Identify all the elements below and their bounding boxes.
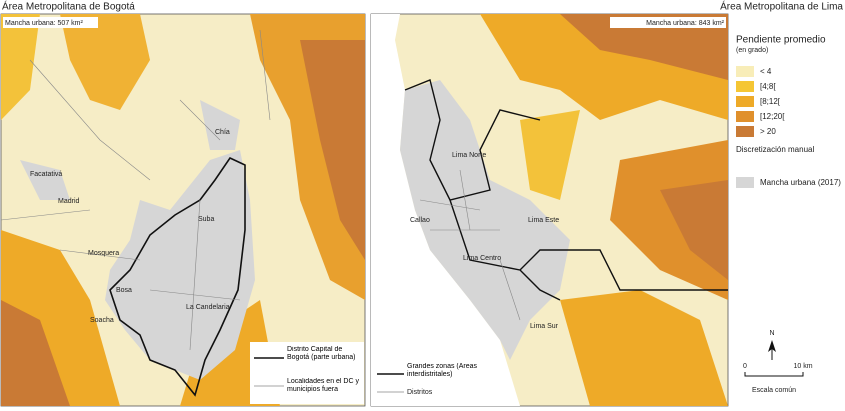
- ocean: [371, 14, 520, 406]
- relief: [520, 110, 580, 200]
- left-title: Área Metropolitana de Bogotá: [2, 0, 135, 13]
- legend-text: Localidades en el DC y municipios fuera: [287, 378, 359, 393]
- urban-box: [3, 17, 98, 28]
- legend-text: Grandes zonas (Áreas interdistritales): [407, 363, 478, 378]
- place-label: Mosquera: [88, 250, 119, 257]
- scale-caption: Escala común: [752, 387, 796, 394]
- legend-title: Pendiente promedio: [736, 35, 826, 46]
- place-label: Callao: [410, 217, 430, 224]
- left-legend-box: [250, 342, 364, 404]
- relief: [560, 14, 728, 80]
- legend-swatch: [736, 177, 754, 188]
- left-map: Mancha urbana: 507 km² Chía Facatativá M…: [0, 13, 366, 407]
- zone-boundary: [404, 79, 728, 301]
- place-label: La Candelaria: [186, 304, 230, 311]
- legend-swatch: [736, 111, 754, 122]
- place-label: Madrid: [58, 198, 80, 205]
- urban-area-label: Mancha urbana: 507 km²: [5, 20, 83, 27]
- urban-area: [200, 100, 240, 150]
- legend-swatch: [736, 96, 754, 107]
- legend-label: [4;8[: [760, 82, 776, 91]
- legend-label: Distritos: [407, 389, 433, 396]
- scale-label: 10 km: [793, 363, 812, 370]
- legend-swatch: [736, 81, 754, 92]
- relief: [560, 290, 728, 406]
- place-label: Bosa: [116, 287, 132, 294]
- urban-area: [20, 160, 70, 200]
- place-label: Soacha: [90, 317, 114, 324]
- place-label: Lima Centro: [463, 255, 501, 262]
- north-arrow: [768, 340, 776, 352]
- north-label: N: [769, 330, 774, 337]
- boundaries: [0, 29, 271, 351]
- place-label: Lima Sur: [530, 323, 559, 330]
- legend-text: Distrito Capital de Bogotá (parte urbana…: [287, 346, 356, 361]
- legend-label: [12;20[: [760, 112, 785, 121]
- relief: [300, 40, 365, 260]
- legend-label: Distrito Capital de Bogotá (parte urbana…: [287, 346, 356, 361]
- right-map: Mancha urbana: 843 km² Lima Norte Callao…: [370, 13, 729, 407]
- legend-swatch: [736, 66, 754, 77]
- legend-label: [8;12[: [760, 97, 781, 106]
- district-boundary: [419, 169, 521, 321]
- relief: [1, 14, 40, 120]
- relief: [1, 300, 70, 406]
- place-label: Lima Este: [528, 217, 559, 224]
- scale-bar: [744, 372, 804, 377]
- right-legend-box: [373, 360, 485, 404]
- relief: [610, 140, 728, 300]
- place-label: Suba: [198, 216, 214, 223]
- legend-label: < 4: [760, 67, 772, 76]
- place-label: Lima Norte: [452, 152, 486, 159]
- side-legend: Pendiente promedio (en grado) Discretiza…: [736, 35, 841, 394]
- scale-label: 0: [743, 363, 747, 370]
- relief: [60, 14, 150, 110]
- urban-area: [105, 150, 255, 380]
- urban-area: [400, 80, 570, 360]
- place-label: Chía: [215, 129, 230, 136]
- right-title: Área Metropolitana de Lima: [720, 0, 843, 13]
- legend-method: Discretización manual: [736, 145, 814, 154]
- legend-label: Mancha urbana (2017): [760, 178, 841, 187]
- legend-swatch: [736, 126, 754, 137]
- legend-subtitle: (en grado): [736, 47, 768, 54]
- legend-label: > 20: [760, 127, 776, 136]
- place-label: Facatativá: [30, 171, 62, 178]
- urban-box: [610, 17, 726, 28]
- legend-label: Localidades en el DC y municipios fuera: [287, 378, 359, 393]
- legend-label: Grandes zonas (Áreas interdistritales): [407, 363, 478, 378]
- urban-area-label: Mancha urbana: 843 km²: [646, 20, 724, 27]
- relief: [660, 180, 728, 280]
- dc-boundary: [109, 156, 246, 397]
